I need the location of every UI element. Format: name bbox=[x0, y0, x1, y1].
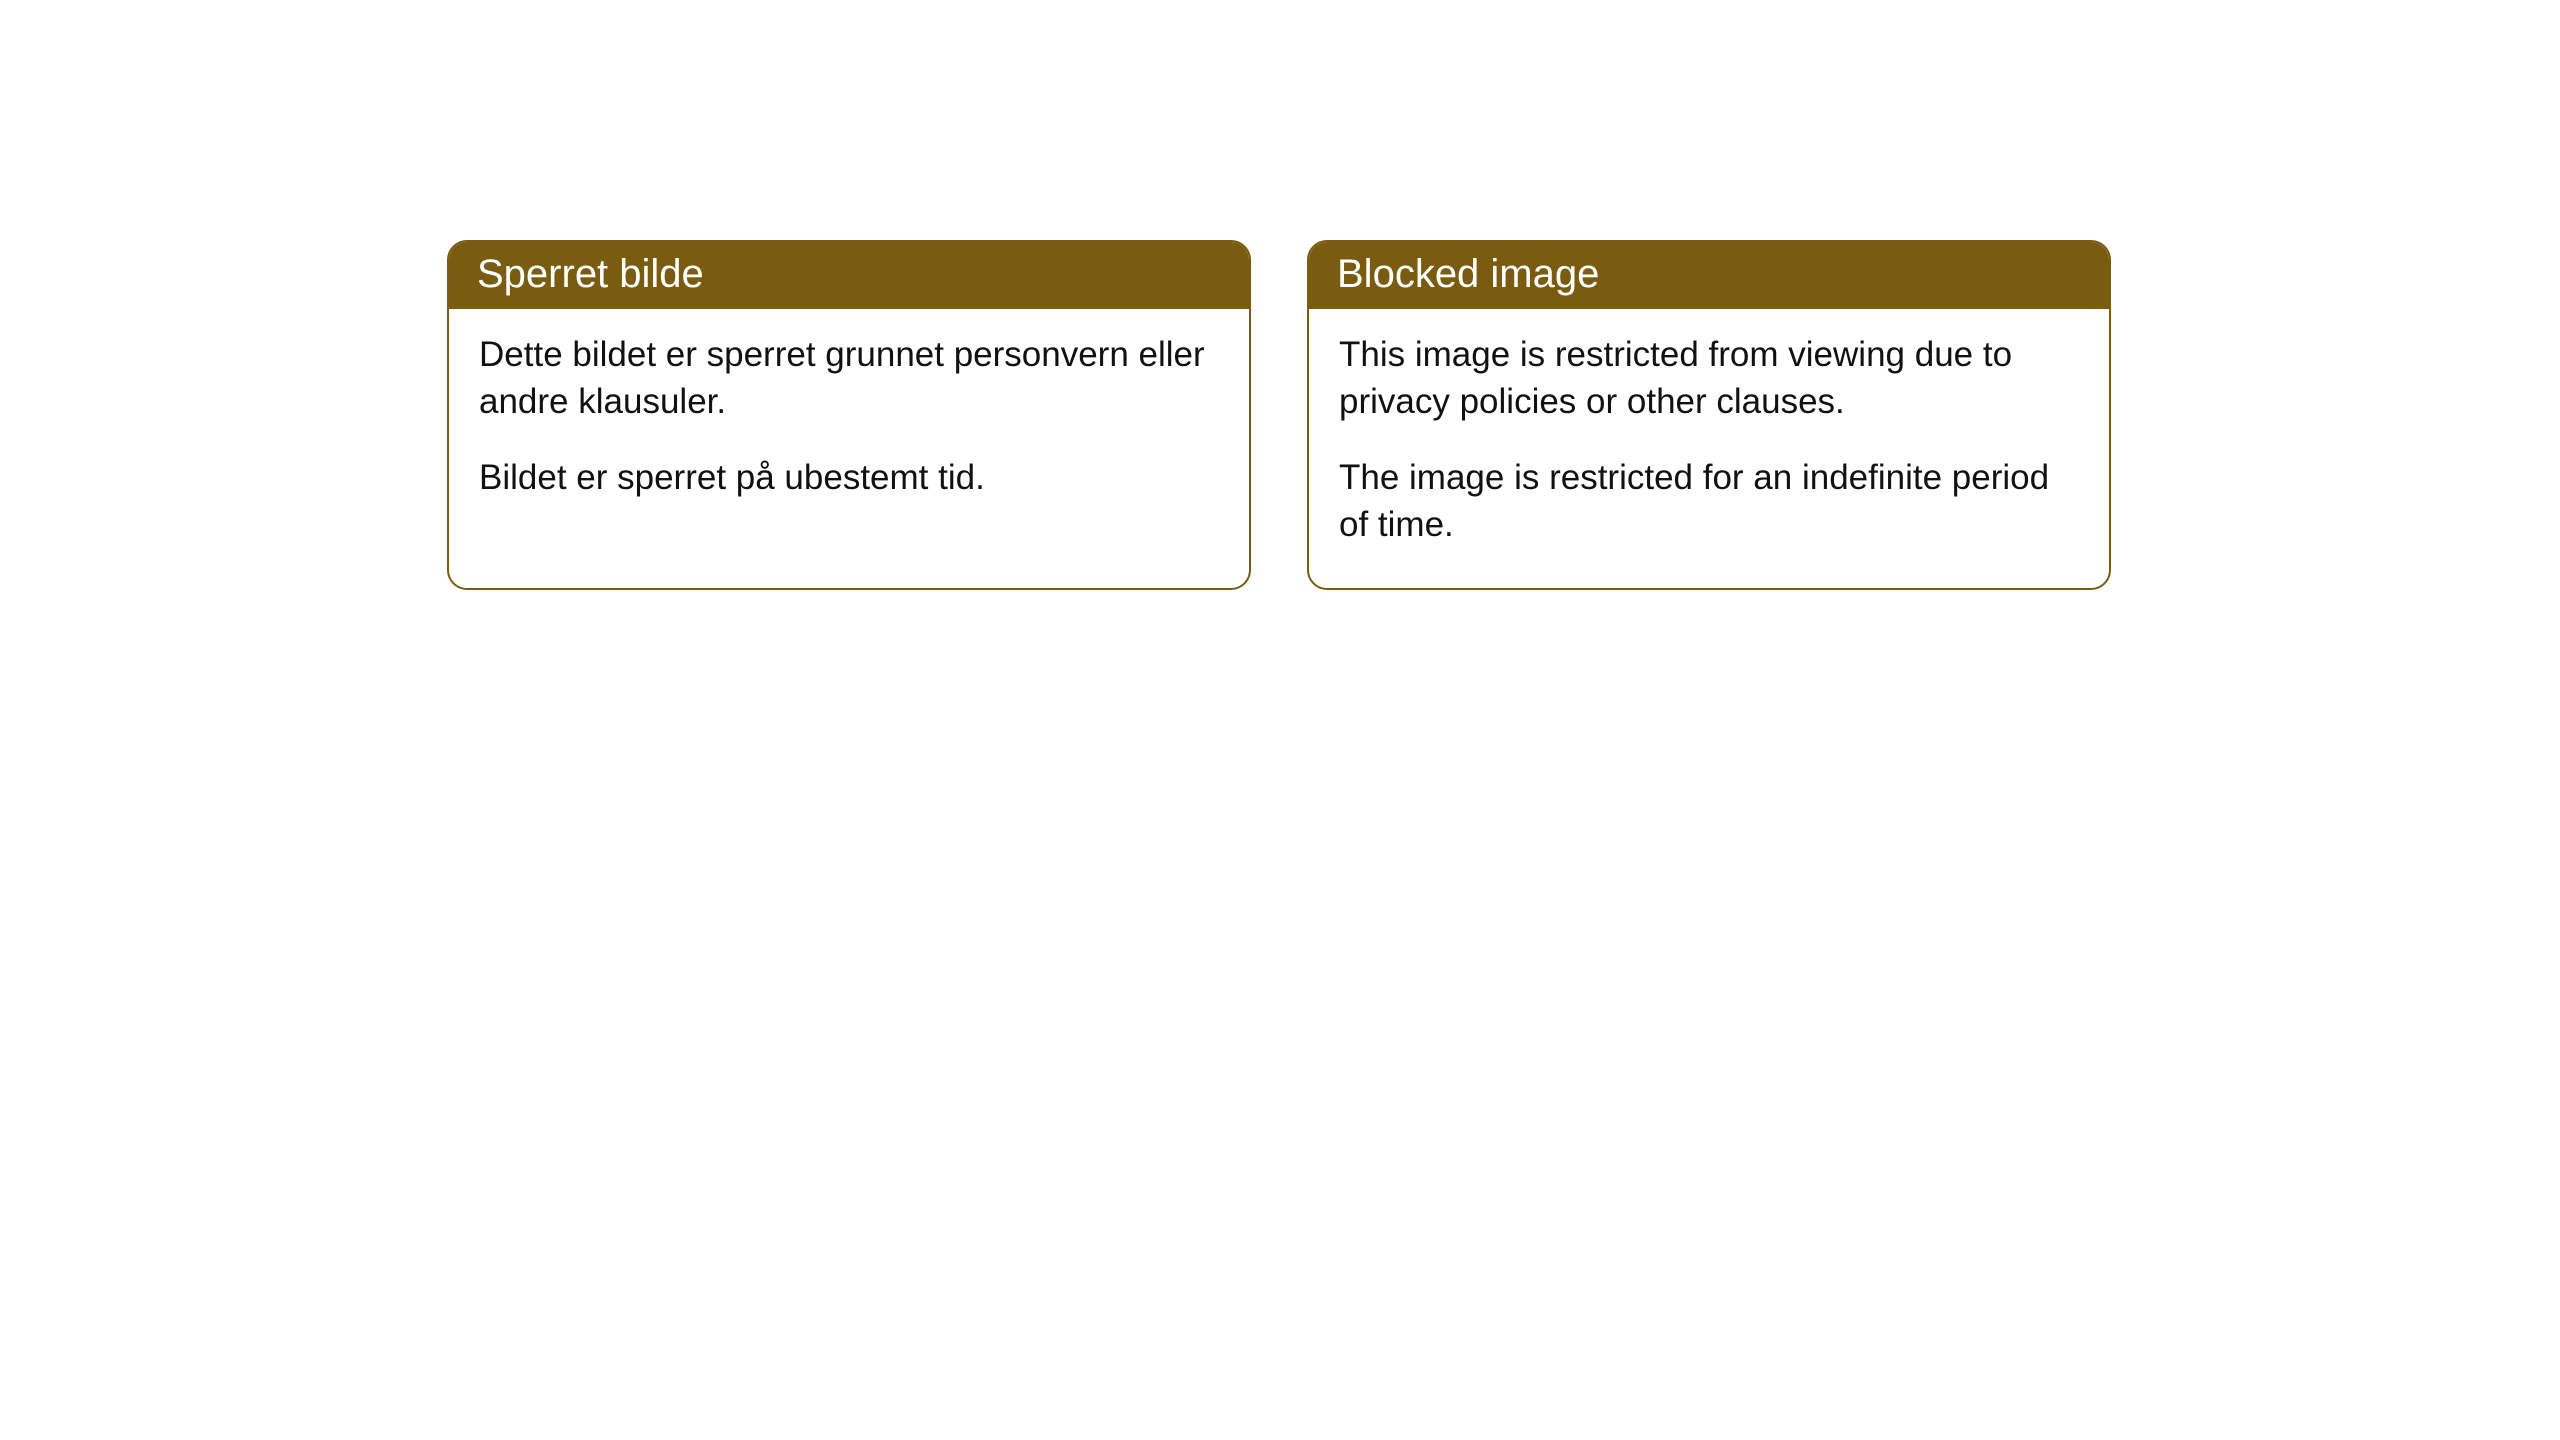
notice-paragraph: The image is restricted for an indefinit… bbox=[1339, 454, 2079, 549]
notice-card-body: This image is restricted from viewing du… bbox=[1309, 309, 2109, 588]
notice-card-norwegian: Sperret bilde Dette bildet er sperret gr… bbox=[447, 240, 1251, 590]
notice-card-header: Sperret bilde bbox=[449, 242, 1249, 309]
notice-paragraph: This image is restricted from viewing du… bbox=[1339, 331, 2079, 426]
notice-container: Sperret bilde Dette bildet er sperret gr… bbox=[447, 240, 2111, 590]
notice-title: Sperret bilde bbox=[477, 252, 704, 296]
notice-card-header: Blocked image bbox=[1309, 242, 2109, 309]
notice-title: Blocked image bbox=[1337, 252, 1599, 296]
notice-paragraph: Dette bildet er sperret grunnet personve… bbox=[479, 331, 1219, 426]
notice-card-body: Dette bildet er sperret grunnet personve… bbox=[449, 309, 1249, 541]
notice-paragraph: Bildet er sperret på ubestemt tid. bbox=[479, 454, 1219, 501]
notice-card-english: Blocked image This image is restricted f… bbox=[1307, 240, 2111, 590]
